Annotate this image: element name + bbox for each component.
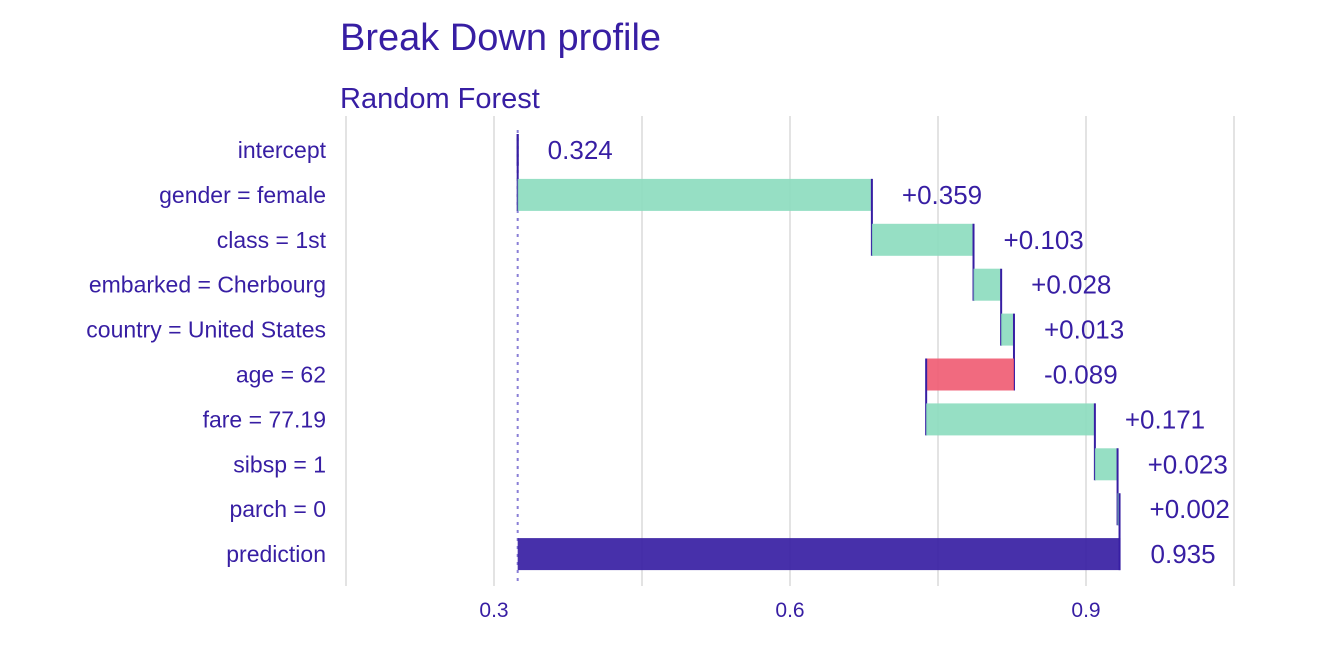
value-label: -0.089 — [1044, 360, 1118, 390]
contribution-bar — [973, 268, 1002, 301]
x-axis-ticks: 0.3 0.6 0.9 — [479, 599, 1100, 622]
variable-label: intercept — [238, 137, 327, 163]
contribution-bar — [926, 403, 1095, 436]
value-label: +0.013 — [1044, 315, 1124, 345]
x-tick-label: 0.6 — [775, 599, 804, 622]
value-label: +0.103 — [1004, 225, 1084, 255]
bars-layer — [516, 134, 1121, 571]
value-label: +0.023 — [1148, 449, 1228, 479]
variable-label: age = 62 — [236, 362, 326, 388]
variable-label: gender = female — [159, 182, 326, 208]
value-label: +0.028 — [1031, 270, 1111, 300]
contribution-bar — [1001, 313, 1014, 346]
value-label: 0.935 — [1151, 539, 1216, 569]
labels-layer: intercept 0.324 gender = female +0.359 class… — [86, 135, 1230, 569]
variable-label: parch = 0 — [229, 496, 326, 522]
variable-label: country = United States — [86, 317, 326, 343]
contribution-bar — [517, 178, 872, 211]
variable-label: class = 1st — [217, 227, 327, 253]
value-label: +0.359 — [902, 180, 982, 210]
variable-label: embarked = Cherbourg — [89, 272, 326, 298]
contribution-bar — [871, 223, 974, 256]
chart-title: Break Down profile — [340, 17, 661, 59]
chart-subtitle: Random Forest — [340, 83, 540, 115]
x-tick-label: 0.3 — [479, 599, 508, 622]
value-label: 0.324 — [548, 135, 613, 165]
prediction-bar — [517, 538, 1121, 571]
contribution-bar — [1094, 448, 1118, 481]
variable-label: prediction — [226, 541, 326, 567]
value-label: +0.171 — [1125, 404, 1205, 434]
value-label: +0.002 — [1150, 494, 1230, 524]
x-tick-label: 0.9 — [1071, 599, 1100, 622]
variable-label: sibsp = 1 — [233, 451, 326, 477]
contribution-bar — [926, 358, 1014, 391]
variable-label: fare = 77.19 — [203, 406, 326, 432]
